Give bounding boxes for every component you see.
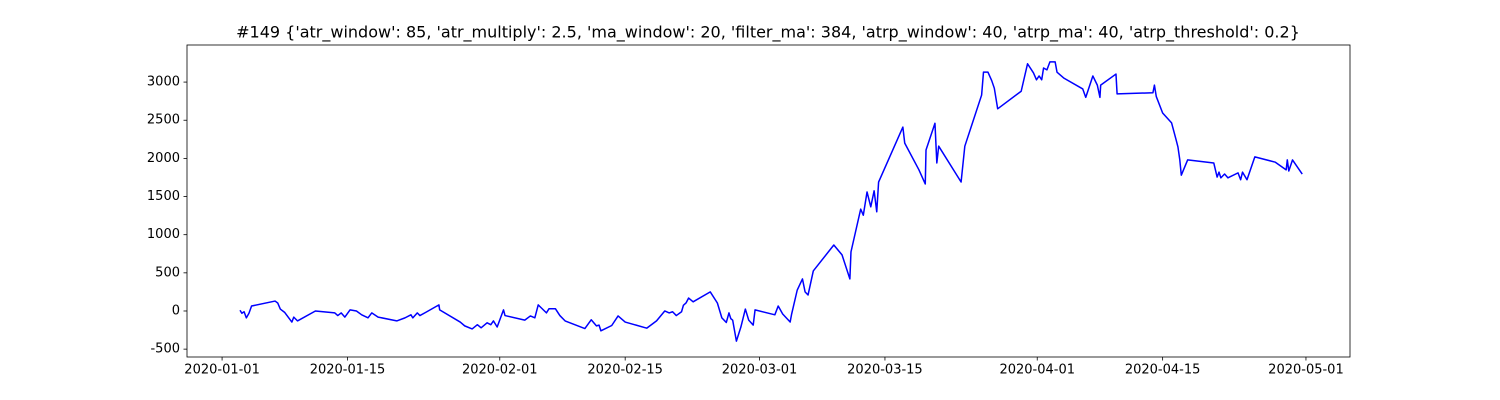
y-tick-label: 500 <box>155 265 180 280</box>
x-tick-label: 2020-04-15 <box>1125 363 1201 378</box>
y-tick-label: 2000 <box>147 151 180 166</box>
x-tick-label: 2020-01-01 <box>184 363 260 378</box>
x-tick-label: 2020-02-01 <box>462 363 538 378</box>
y-tick-label: 3000 <box>147 75 180 90</box>
x-tick-label: 2020-05-01 <box>1268 363 1344 378</box>
x-tick-label: 2020-04-01 <box>999 363 1075 378</box>
y-tick-label: 1500 <box>147 189 180 204</box>
x-tick-label: 2020-03-01 <box>722 363 798 378</box>
y-tick-label: 0 <box>172 303 180 318</box>
y-tick-label: 1000 <box>147 227 180 242</box>
chart-title: #149 {'atr_window': 85, 'atr_multiply': … <box>236 23 1300 43</box>
x-tick-label: 2020-02-15 <box>587 363 663 378</box>
y-tick-label: -500 <box>150 342 180 357</box>
plot-frame <box>186 44 1351 358</box>
x-tick-label: 2020-03-15 <box>847 363 923 378</box>
line <box>239 61 1303 342</box>
x-tick-label: 2020-01-15 <box>310 363 386 378</box>
y-tick-label: 2500 <box>147 113 180 128</box>
